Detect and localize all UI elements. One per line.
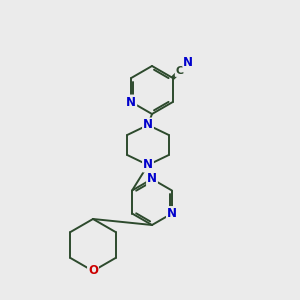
Text: C: C [176,66,184,76]
Text: N: N [143,118,153,131]
Text: N: N [126,95,136,109]
Text: N: N [183,56,193,69]
Text: N: N [147,172,157,185]
Text: O: O [88,265,98,278]
Text: N: N [143,158,153,172]
Text: N: N [167,207,177,220]
